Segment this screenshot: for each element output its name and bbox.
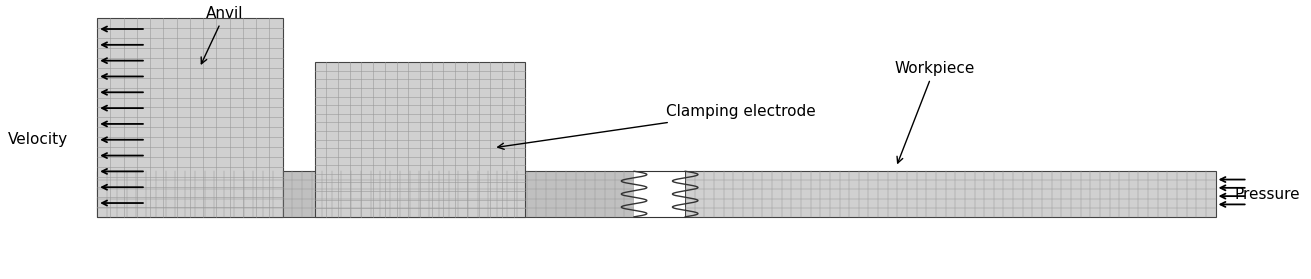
Text: Workpiece: Workpiece [894,61,974,163]
Bar [315,62,526,217]
Text: Pressure: Pressure [1235,187,1301,202]
Bar [686,171,1215,217]
Bar [635,169,686,220]
Text: Clamping electrode: Clamping electrode [498,104,815,149]
Text: Velocity: Velocity [8,132,68,147]
Text: Anvil: Anvil [201,6,244,64]
Bar [97,18,283,217]
Bar [97,171,635,217]
